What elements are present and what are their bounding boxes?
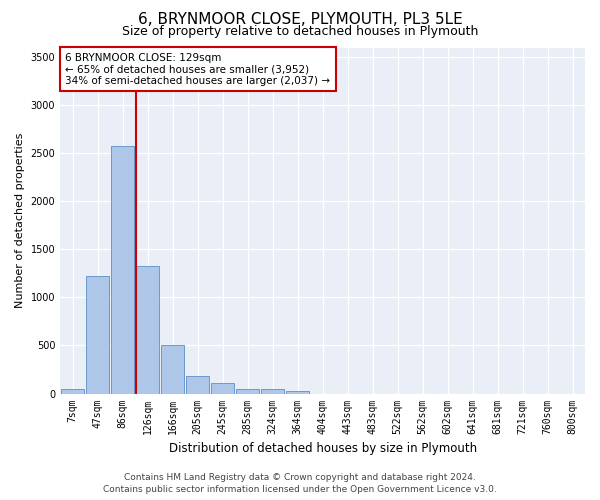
Bar xyxy=(61,388,84,394)
Bar xyxy=(236,389,259,394)
Bar xyxy=(187,376,209,394)
Bar xyxy=(262,389,284,394)
X-axis label: Distribution of detached houses by size in Plymouth: Distribution of detached houses by size … xyxy=(169,442,476,455)
Y-axis label: Number of detached properties: Number of detached properties xyxy=(15,133,25,308)
Bar xyxy=(86,276,109,394)
Bar xyxy=(286,390,309,394)
Text: 6, BRYNMOOR CLOSE, PLYMOUTH, PL3 5LE: 6, BRYNMOOR CLOSE, PLYMOUTH, PL3 5LE xyxy=(137,12,463,28)
Text: 6 BRYNMOOR CLOSE: 129sqm
← 65% of detached houses are smaller (3,952)
34% of sem: 6 BRYNMOOR CLOSE: 129sqm ← 65% of detach… xyxy=(65,52,331,86)
Bar xyxy=(161,346,184,394)
Bar xyxy=(112,146,134,394)
Text: Contains HM Land Registry data © Crown copyright and database right 2024.
Contai: Contains HM Land Registry data © Crown c… xyxy=(103,472,497,494)
Text: Size of property relative to detached houses in Plymouth: Size of property relative to detached ho… xyxy=(122,25,478,38)
Bar xyxy=(211,384,234,394)
Bar xyxy=(136,266,159,394)
